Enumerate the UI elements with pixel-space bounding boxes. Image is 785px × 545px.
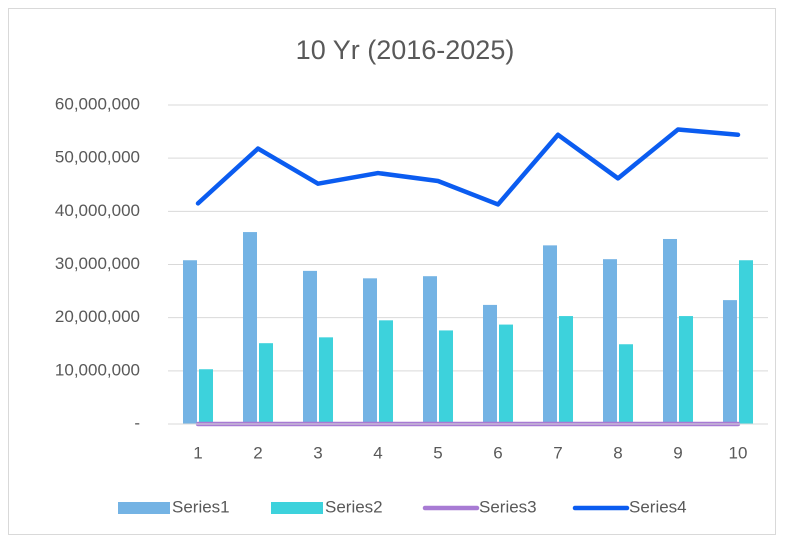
x-tick-label: 2 <box>253 443 262 462</box>
bar <box>379 320 393 424</box>
x-tick-label: 8 <box>613 443 622 462</box>
y-tick-label: 10,000,000 <box>55 360 140 379</box>
bar <box>423 276 437 424</box>
x-tick-label: 3 <box>313 443 322 462</box>
bar <box>559 316 573 424</box>
bar <box>303 270 317 424</box>
x-tick-label: 6 <box>493 443 502 462</box>
bar <box>499 324 513 424</box>
x-tick-label: 10 <box>729 443 748 462</box>
bar <box>739 260 753 424</box>
y-tick-label: 60,000,000 <box>55 94 140 113</box>
legend-label: Series2 <box>325 497 383 516</box>
y-tick-label: 20,000,000 <box>55 307 140 326</box>
x-tick-label: 4 <box>373 443 382 462</box>
bar <box>723 300 737 424</box>
x-tick-label: 5 <box>433 443 442 462</box>
legend-swatch <box>271 502 323 514</box>
bar <box>243 232 257 424</box>
bar <box>183 260 197 424</box>
bar <box>603 259 617 424</box>
chart-border <box>8 8 776 535</box>
x-tick-label: 1 <box>193 443 202 462</box>
bar <box>679 316 693 424</box>
y-tick-label: - <box>134 413 140 432</box>
y-tick-label: 30,000,000 <box>55 254 140 273</box>
bar <box>483 304 497 424</box>
chart-title: 10 Yr (2016-2025) <box>296 35 515 65</box>
legend-swatch <box>118 502 170 514</box>
bar <box>543 245 557 424</box>
bar <box>199 369 213 424</box>
legend-label: Series3 <box>479 497 537 516</box>
x-tick-label: 7 <box>553 443 562 462</box>
y-tick-label: 40,000,000 <box>55 201 140 220</box>
line <box>195 127 741 207</box>
bar <box>363 278 377 424</box>
x-tick-label: 9 <box>673 443 682 462</box>
bar <box>319 337 333 424</box>
bar <box>259 343 273 424</box>
legend-label: Series4 <box>629 497 687 516</box>
bar <box>439 330 453 424</box>
bar <box>663 238 677 424</box>
legend-label: Series1 <box>172 497 230 516</box>
y-tick-label: 50,000,000 <box>55 148 140 167</box>
bar <box>619 344 633 424</box>
